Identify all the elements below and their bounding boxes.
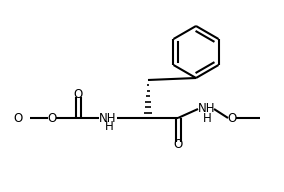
Text: O: O [47,112,57,124]
Text: O: O [73,89,83,102]
Text: NH: NH [198,103,216,116]
Text: H: H [105,121,113,133]
Text: O: O [14,112,23,124]
Text: O: O [173,137,183,151]
Text: H: H [202,112,211,124]
Text: NH: NH [99,112,117,124]
Text: O: O [227,112,237,124]
